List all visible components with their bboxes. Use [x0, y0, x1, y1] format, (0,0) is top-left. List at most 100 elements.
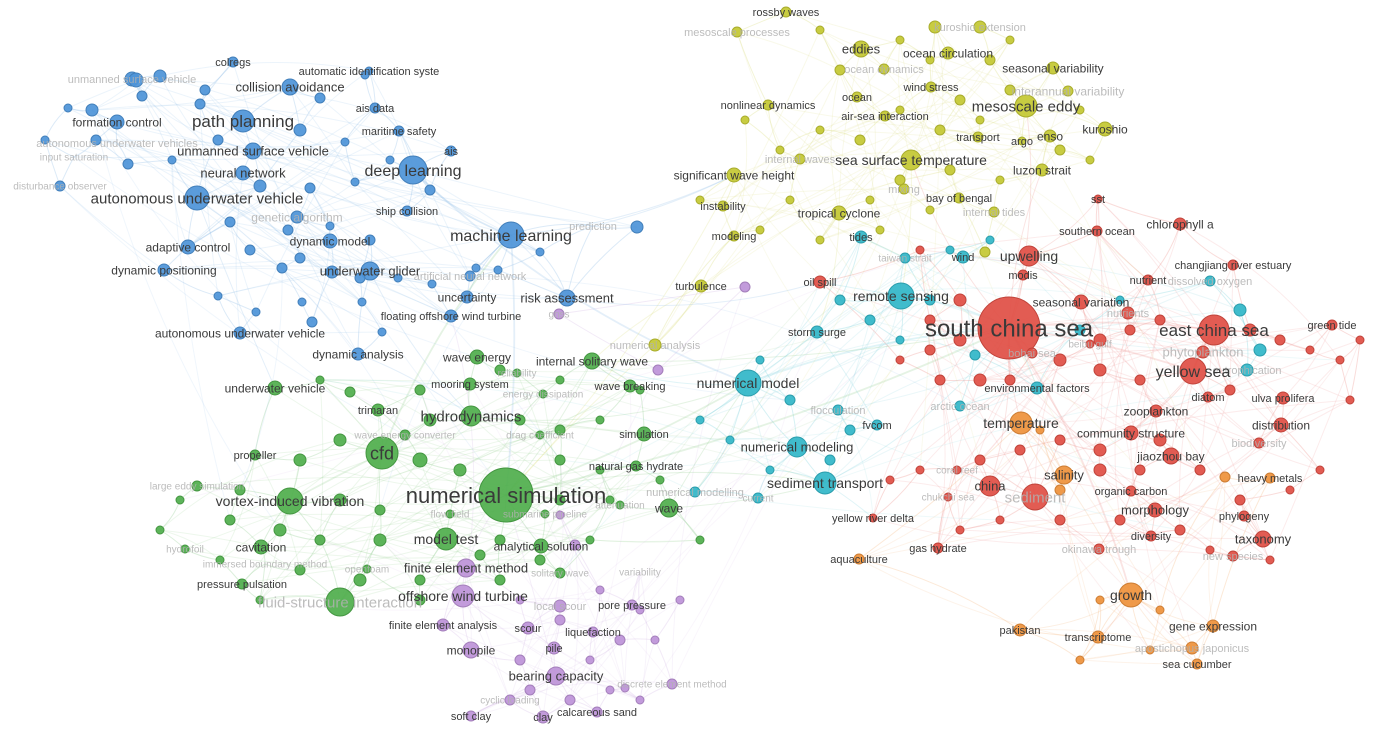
graph-node-unlabeled[interactable] — [555, 375, 565, 385]
graph-node[interactable]: autonomous underwater vehicle — [184, 185, 210, 211]
graph-node[interactable]: luzon strait — [1035, 163, 1049, 177]
graph-node[interactable]: china — [979, 475, 1001, 497]
graph-node[interactable]: mesoscale processes — [731, 26, 743, 38]
graph-node-unlabeled[interactable] — [315, 375, 325, 385]
graph-node[interactable]: sea cucumber — [1191, 658, 1203, 670]
graph-node-unlabeled[interactable] — [564, 694, 576, 706]
graph-node[interactable]: sea surface temperature — [900, 149, 922, 171]
graph-node[interactable]: upwelling — [1018, 245, 1040, 267]
graph-node[interactable]: discrete element method — [666, 678, 678, 690]
graph-node[interactable]: liquefaction — [587, 626, 599, 638]
graph-node[interactable]: colregs — [227, 56, 239, 68]
graph-node[interactable]: dynamic analysis — [351, 347, 365, 361]
graph-node-unlabeled[interactable] — [360, 70, 370, 80]
graph-node[interactable]: ship collision — [401, 205, 413, 217]
graph-node[interactable]: bohai sea — [1026, 347, 1038, 359]
graph-node-unlabeled[interactable] — [955, 525, 965, 535]
graph-node-unlabeled[interactable] — [614, 634, 626, 646]
graph-node[interactable]: mesoscale eddy — [1014, 94, 1038, 118]
graph-node[interactable]: artificial neural network — [464, 270, 476, 282]
graph-node-unlabeled[interactable] — [605, 685, 615, 695]
graph-node-unlabeled[interactable] — [765, 465, 775, 475]
graph-node-unlabeled[interactable] — [1285, 485, 1295, 495]
graph-node[interactable]: pile — [547, 641, 561, 655]
graph-node-unlabeled[interactable] — [740, 115, 750, 125]
graph-node-unlabeled[interactable] — [815, 235, 825, 245]
graph-node-unlabeled[interactable] — [630, 220, 644, 234]
graph-node[interactable]: remote sensing — [887, 282, 915, 310]
graph-node[interactable]: environmental factors — [1030, 381, 1044, 395]
graph-node[interactable]: floating offshore wind turbine — [444, 309, 458, 323]
graph-node[interactable]: modeling — [728, 230, 740, 242]
graph-node[interactable]: monopile — [462, 641, 480, 659]
graph-node-unlabeled[interactable] — [1085, 155, 1095, 165]
graph-node-unlabeled[interactable] — [1335, 355, 1345, 365]
graph-node[interactable]: pressure pulsation — [236, 578, 248, 590]
graph-node[interactable]: flow field — [445, 509, 455, 519]
graph-node[interactable]: wave breaking — [623, 379, 637, 393]
graph-node-unlabeled[interactable] — [304, 182, 316, 194]
graph-node-unlabeled[interactable] — [374, 504, 386, 516]
graph-node-unlabeled[interactable] — [1115, 295, 1125, 305]
graph-node-unlabeled[interactable] — [1154, 314, 1166, 326]
graph-node-unlabeled[interactable] — [40, 135, 50, 145]
graph-node[interactable]: seasonal variation — [1073, 294, 1089, 310]
graph-node-unlabeled[interactable] — [333, 433, 347, 447]
graph-node-unlabeled[interactable] — [1155, 605, 1165, 615]
graph-node[interactable]: enso — [1043, 129, 1057, 143]
graph-node[interactable]: transport — [972, 131, 984, 143]
graph-node-unlabeled[interactable] — [244, 244, 256, 256]
graph-node[interactable]: finite element analysis — [436, 618, 450, 632]
graph-node[interactable]: sediment transport — [813, 471, 837, 495]
graph-node-unlabeled[interactable] — [824, 454, 836, 466]
graph-node[interactable]: soft clay — [465, 710, 477, 722]
graph-node[interactable]: unmanned surface vehicle — [244, 142, 262, 160]
graph-node[interactable]: numerical modelling — [689, 486, 701, 498]
graph-node-unlabeled[interactable] — [273, 523, 287, 537]
graph-node-unlabeled[interactable] — [854, 134, 866, 146]
graph-node-unlabeled[interactable] — [924, 294, 936, 306]
graph-node[interactable]: cfd — [365, 436, 399, 470]
graph-node-unlabeled[interactable] — [155, 525, 165, 535]
graph-node-unlabeled[interactable] — [895, 35, 905, 45]
graph-node-unlabeled[interactable] — [925, 55, 935, 65]
graph-node-unlabeled[interactable] — [194, 98, 206, 110]
graph-node[interactable]: sediment — [1021, 483, 1049, 511]
graph-node-unlabeled[interactable] — [535, 247, 545, 257]
graph-node[interactable]: changjiang river estuary — [1227, 259, 1239, 271]
graph-node-unlabeled[interactable] — [595, 465, 605, 475]
graph-node-unlabeled[interactable] — [695, 415, 705, 425]
graph-node-unlabeled[interactable] — [276, 262, 288, 274]
graph-node-unlabeled[interactable] — [953, 293, 967, 307]
graph-node[interactable]: simulation — [636, 426, 652, 442]
graph-node-unlabeled[interactable] — [1194, 464, 1206, 476]
graph-node[interactable]: flocculation — [832, 404, 844, 416]
graph-node-unlabeled[interactable] — [213, 291, 223, 301]
graph-node-unlabeled[interactable] — [554, 454, 566, 466]
graph-node[interactable]: oil spill — [813, 275, 827, 289]
graph-node[interactable]: openfoam — [362, 564, 372, 574]
graph-node-unlabeled[interactable] — [864, 314, 876, 326]
graph-node-unlabeled[interactable] — [865, 195, 875, 205]
graph-node[interactable]: cavitation — [253, 539, 269, 555]
graph-node[interactable]: significant wave height — [726, 167, 742, 183]
graph-node-unlabeled[interactable] — [739, 281, 751, 293]
graph-node[interactable]: turbulence — [694, 279, 708, 293]
graph-node-unlabeled[interactable] — [1153, 433, 1167, 447]
graph-node-unlabeled[interactable] — [1035, 425, 1045, 435]
graph-node[interactable]: eddies — [852, 40, 870, 58]
graph-node-unlabeled[interactable] — [414, 594, 426, 606]
graph-node-unlabeled[interactable] — [815, 125, 825, 135]
graph-node[interactable]: offshore wind turbine — [451, 584, 475, 608]
graph-node-unlabeled[interactable] — [453, 463, 467, 477]
graph-node[interactable]: underwater vehicle — [267, 380, 283, 396]
graph-node-unlabeled[interactable] — [1233, 303, 1247, 317]
graph-node-unlabeled[interactable] — [314, 92, 326, 104]
graph-node-unlabeled[interactable] — [175, 495, 185, 505]
graph-node-unlabeled[interactable] — [1234, 494, 1246, 506]
graph-node-unlabeled[interactable] — [620, 683, 630, 693]
graph-node[interactable]: south china sea — [977, 296, 1041, 360]
graph-node[interactable]: kuroshio — [1097, 121, 1113, 137]
graph-node-unlabeled[interactable] — [650, 635, 660, 645]
graph-node[interactable]: modis — [1017, 269, 1029, 281]
